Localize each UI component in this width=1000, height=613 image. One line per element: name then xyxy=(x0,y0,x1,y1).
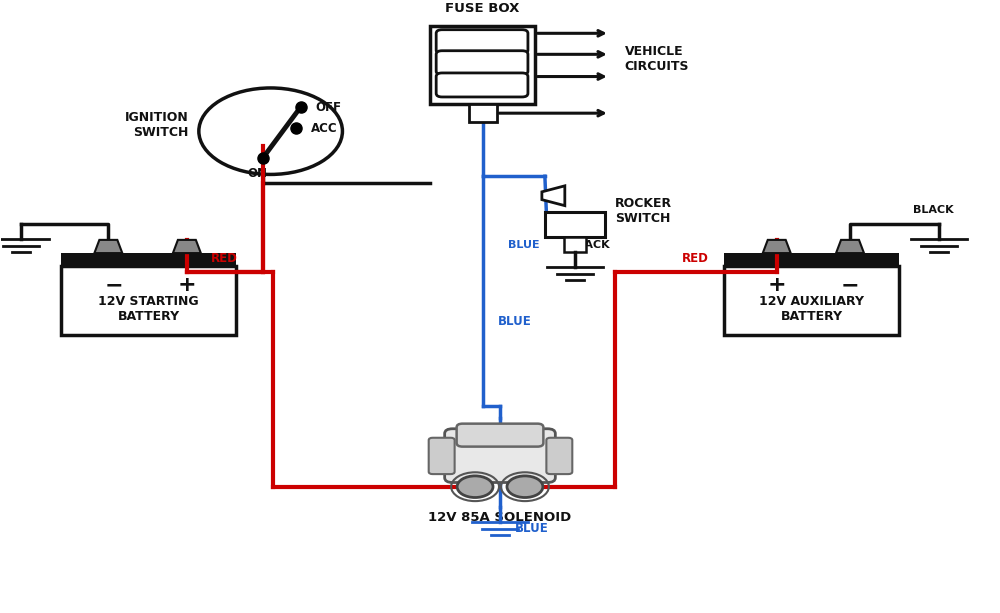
Bar xyxy=(724,266,899,335)
Bar xyxy=(469,104,497,122)
FancyBboxPatch shape xyxy=(445,428,555,482)
Text: −: − xyxy=(104,275,123,295)
Bar xyxy=(545,211,605,237)
Text: RED: RED xyxy=(211,252,238,265)
Text: FUSE BOX: FUSE BOX xyxy=(445,2,520,15)
Text: BLUE: BLUE xyxy=(498,314,531,327)
Polygon shape xyxy=(763,240,791,253)
Circle shape xyxy=(507,476,543,498)
FancyBboxPatch shape xyxy=(457,424,543,447)
Text: 12V STARTING
BATTERY: 12V STARTING BATTERY xyxy=(98,295,199,323)
Text: ON: ON xyxy=(248,167,268,180)
Polygon shape xyxy=(836,240,864,253)
FancyBboxPatch shape xyxy=(436,51,528,75)
FancyBboxPatch shape xyxy=(429,438,455,474)
Text: OFF: OFF xyxy=(316,101,342,113)
Polygon shape xyxy=(542,186,565,205)
Text: BLUE: BLUE xyxy=(508,240,540,250)
Text: 12V 85A SOLENOID: 12V 85A SOLENOID xyxy=(428,511,572,524)
Circle shape xyxy=(199,88,342,175)
Bar xyxy=(430,26,535,104)
Text: IGNITION
SWITCH: IGNITION SWITCH xyxy=(125,111,189,139)
Text: ROCKER
SWITCH: ROCKER SWITCH xyxy=(615,197,672,225)
Text: VEHICLE
CIRCUITS: VEHICLE CIRCUITS xyxy=(625,45,689,73)
Text: +: + xyxy=(178,275,196,295)
Bar xyxy=(61,253,236,266)
Text: BLACK: BLACK xyxy=(913,205,954,215)
FancyBboxPatch shape xyxy=(436,29,528,54)
Text: −: − xyxy=(841,275,859,295)
Text: ACC: ACC xyxy=(311,122,337,135)
Text: BLUE: BLUE xyxy=(515,522,549,535)
Bar xyxy=(564,237,586,252)
Text: RED: RED xyxy=(682,252,709,265)
Circle shape xyxy=(457,476,493,498)
Polygon shape xyxy=(94,240,122,253)
Polygon shape xyxy=(173,240,201,253)
Text: BLACK: BLACK xyxy=(569,240,609,250)
FancyBboxPatch shape xyxy=(436,73,528,97)
Bar xyxy=(724,253,899,266)
Text: 12V AUXILIARY
BATTERY: 12V AUXILIARY BATTERY xyxy=(759,295,864,323)
FancyBboxPatch shape xyxy=(546,438,572,474)
Bar xyxy=(61,266,236,335)
Text: +: + xyxy=(767,275,786,295)
